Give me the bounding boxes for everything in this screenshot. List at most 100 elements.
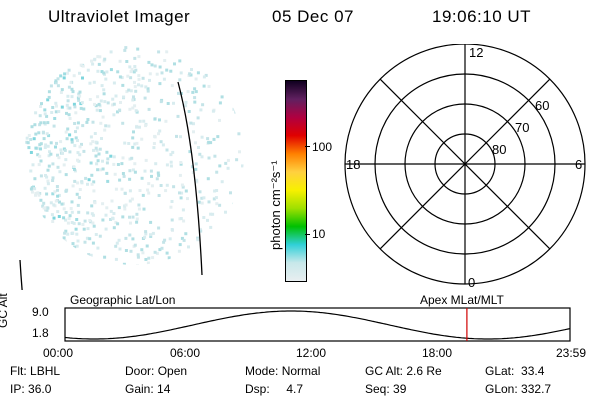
emission-pixel xyxy=(121,215,125,219)
emission-pixel xyxy=(96,69,100,73)
emission-pixel xyxy=(112,113,116,117)
emission-pixel xyxy=(54,145,57,149)
emission-pixel xyxy=(72,74,76,78)
emission-pixel xyxy=(51,106,55,109)
emission-pixel xyxy=(91,120,95,124)
emission-pixel xyxy=(62,216,66,220)
emission-pixel xyxy=(181,208,185,212)
emission-pixel xyxy=(159,184,163,187)
emission-pixel xyxy=(128,215,131,219)
emission-pixel xyxy=(170,84,174,88)
emission-pixel xyxy=(44,174,47,177)
emission-pixel xyxy=(77,196,81,200)
emission-pixel xyxy=(149,233,152,237)
emission-pixel xyxy=(73,168,76,171)
emission-pixel xyxy=(142,207,146,211)
emission-pixel xyxy=(169,160,173,164)
emission-pixel xyxy=(178,243,182,247)
emission-pixel xyxy=(34,111,38,115)
emission-pixel xyxy=(165,163,169,167)
emission-pixel xyxy=(73,122,77,125)
emission-pixel xyxy=(90,59,93,63)
emission-pixel xyxy=(25,136,29,140)
emission-pixel xyxy=(62,236,66,240)
emission-pixel xyxy=(151,231,155,235)
emission-pixel xyxy=(67,217,71,221)
emission-pixel xyxy=(147,191,151,195)
emission-pixel xyxy=(91,140,95,144)
geographic-label: Geographic Lat/Lon xyxy=(70,293,176,307)
emission-pixel xyxy=(131,168,135,172)
emission-pixel xyxy=(47,154,51,158)
emission-pixel xyxy=(167,256,171,260)
emission-pixel xyxy=(79,63,83,67)
emission-pixel xyxy=(38,192,42,195)
emission-pixel xyxy=(143,235,147,239)
emission-pixel xyxy=(137,83,140,87)
emission-pixel xyxy=(66,232,70,236)
emission-pixel xyxy=(207,200,211,204)
emission-pixel xyxy=(194,90,198,94)
emission-pixel xyxy=(129,249,133,253)
limb-arc-left xyxy=(19,259,23,290)
emission-pixel xyxy=(75,232,79,236)
emission-pixel xyxy=(76,121,80,125)
color-bar xyxy=(285,80,307,282)
emission-pixel xyxy=(96,168,100,172)
emission-pixel xyxy=(149,169,153,173)
emission-pixel xyxy=(207,140,211,144)
emission-pixel xyxy=(186,197,189,201)
emission-pixel xyxy=(106,157,110,161)
emission-pixel xyxy=(162,77,166,81)
emission-pixel xyxy=(77,92,81,96)
emission-pixel xyxy=(133,80,136,84)
emission-pixel xyxy=(180,183,184,187)
emission-pixel xyxy=(141,193,145,197)
emission-pixel xyxy=(103,100,107,104)
emission-pixel xyxy=(133,170,137,174)
emission-pixel xyxy=(75,192,79,196)
emission-pixel xyxy=(54,81,58,84)
emission-pixel xyxy=(34,146,38,150)
emission-pixel xyxy=(202,216,206,219)
emission-pixel xyxy=(112,81,116,85)
emission-pixel xyxy=(29,138,33,141)
emission-pixel xyxy=(52,216,56,220)
emission-pixel xyxy=(41,204,45,208)
emission-pixel xyxy=(192,122,195,126)
emission-pixel xyxy=(122,262,126,265)
emission-pixel xyxy=(118,75,122,79)
emission-pixel xyxy=(215,170,219,174)
emission-pixel xyxy=(133,85,137,89)
emission-pixel xyxy=(63,239,67,243)
emission-pixel xyxy=(96,55,100,59)
emission-pixel xyxy=(51,179,55,182)
emission-pixel xyxy=(118,247,122,251)
emission-pixel xyxy=(132,70,136,74)
emission-pixel xyxy=(142,119,146,123)
emission-pixel xyxy=(128,157,132,161)
emission-pixel xyxy=(76,158,79,162)
emission-pixel xyxy=(90,173,94,177)
emission-pixel xyxy=(80,142,83,146)
emission-pixel xyxy=(133,104,137,108)
emission-pixel xyxy=(77,98,81,102)
emission-pixel xyxy=(140,176,144,180)
emission-pixel xyxy=(124,236,128,240)
emission-pixel xyxy=(102,71,106,75)
emission-pixel xyxy=(64,218,68,222)
emission-pixel xyxy=(69,81,73,85)
emission-pixel xyxy=(134,109,138,113)
emission-pixel xyxy=(177,249,181,253)
emission-pixel xyxy=(57,156,61,160)
emission-pixel xyxy=(94,140,98,144)
emission-pixel xyxy=(101,202,105,206)
emission-pixel xyxy=(89,161,93,165)
emission-pixel xyxy=(58,200,61,204)
emission-pixel xyxy=(164,189,168,193)
emission-pixel xyxy=(51,220,55,223)
emission-pixel xyxy=(150,174,153,178)
emission-pixel xyxy=(198,190,202,194)
emission-pixel xyxy=(91,62,95,66)
emission-pixel xyxy=(60,202,64,206)
